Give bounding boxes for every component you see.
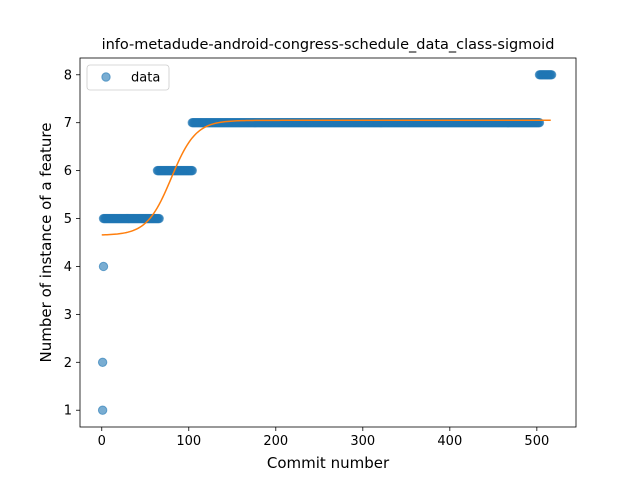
x-tick-label: 0	[98, 434, 106, 449]
y-tick-label: 4	[64, 260, 72, 275]
data-point	[97, 405, 108, 415]
x-axis-ticks: 0 100 200 300 400 500	[98, 427, 549, 449]
legend-box	[86, 64, 170, 91]
legend-marker-data	[101, 72, 111, 82]
x-tick-label: 300	[350, 434, 375, 449]
y-tick-label: 2	[64, 356, 72, 371]
y-tick-label: 8	[64, 68, 72, 83]
data-point	[546, 70, 557, 80]
x-tick-label: 200	[263, 434, 288, 449]
x-axis-label: Commit number	[267, 454, 390, 472]
legend: data	[86, 64, 170, 91]
data-point	[97, 357, 108, 368]
y-tick-label: 7	[64, 116, 72, 131]
chart-title: info-metadude-android-congress-schedule_…	[102, 37, 555, 53]
legend-label-data: data	[131, 71, 160, 86]
data-point	[187, 165, 197, 176]
x-tick-label: 100	[176, 434, 201, 449]
y-tick-label: 3	[64, 308, 72, 323]
y-axis-label: Number of instance of a feature	[37, 123, 55, 363]
x-tick-label: 500	[524, 434, 549, 449]
data-point	[154, 213, 164, 224]
plot-frame	[79, 57, 577, 428]
data-marks	[97, 70, 557, 415]
y-tick-label: 6	[64, 164, 72, 179]
data-point	[98, 261, 109, 272]
x-tick-label: 400	[437, 434, 462, 449]
y-tick-label: 5	[64, 212, 72, 227]
y-axis-ticks: 1 2 3 4 5 6 7 8	[64, 68, 80, 419]
y-tick-label: 1	[64, 404, 72, 419]
plot-area	[80, 58, 576, 427]
sigmoid-fit-line	[101, 119, 551, 236]
